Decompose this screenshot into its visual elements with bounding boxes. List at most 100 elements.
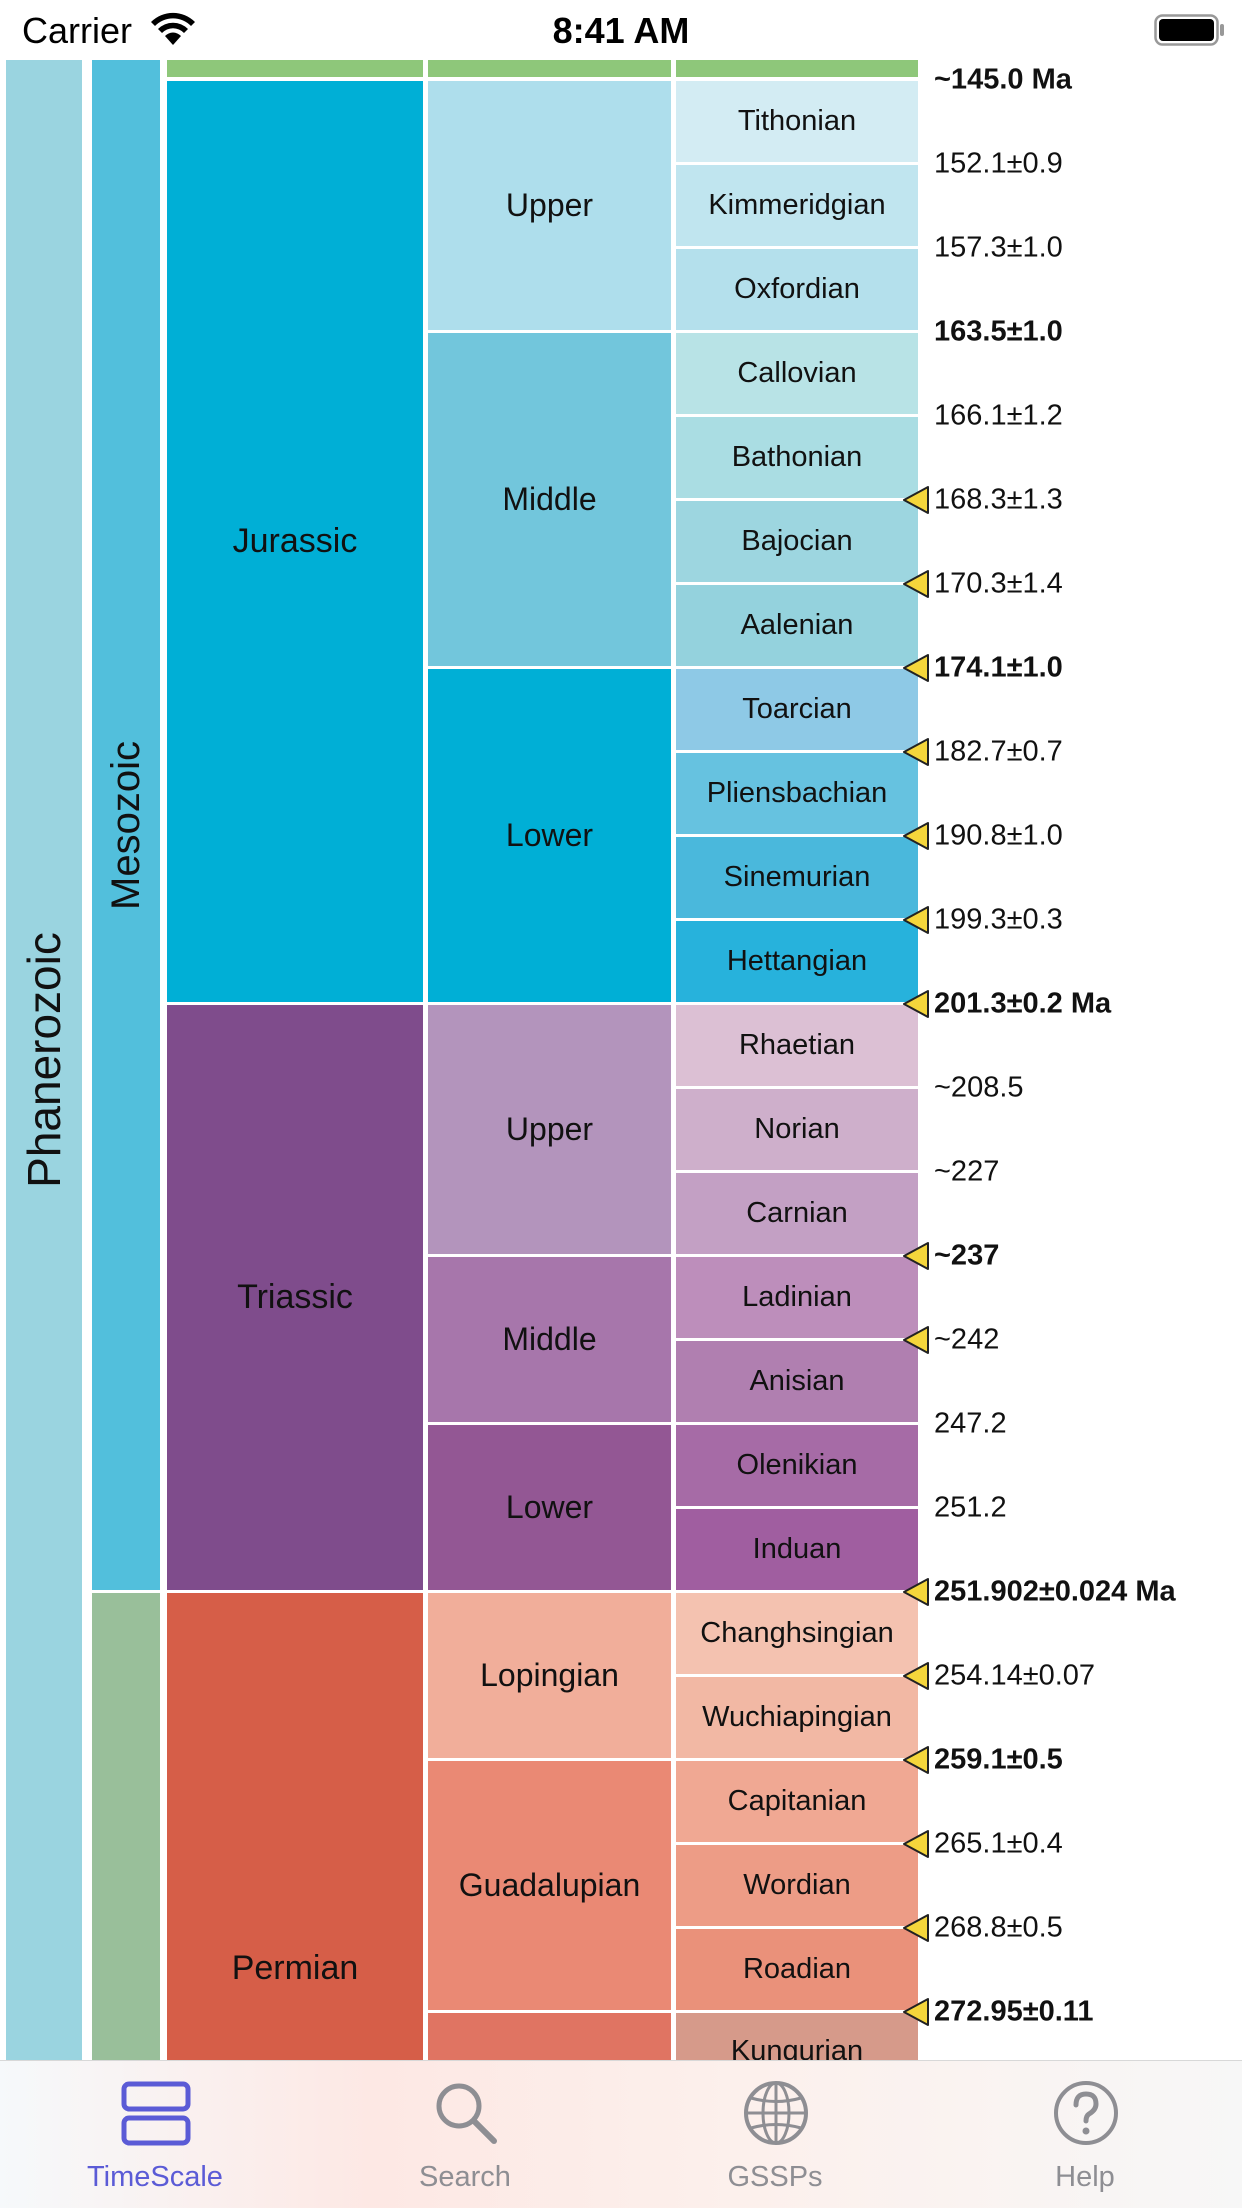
stage-toarcian-label: Toarcian (742, 693, 852, 725)
era-mesozoic[interactable]: Mesozoic (92, 60, 160, 1590)
gssp-marker-icon[interactable] (902, 821, 930, 851)
stage-hettangian[interactable]: Hettangian (676, 921, 918, 1002)
eon-phanerozoic-label: Phanerozoic (18, 932, 70, 1188)
battery-icon (1154, 14, 1224, 46)
age-boundary-label: ~145.0 Ma (934, 63, 1072, 96)
gssp-marker-icon[interactable] (902, 905, 930, 935)
gssp-marker-icon[interactable] (902, 989, 930, 1019)
timescale-chart[interactable]: Phanerozoic Mesozoic Jurassic Triassic Permi… (0, 60, 1242, 2060)
age-boundary-label: 247.2 (934, 1407, 1007, 1440)
stage-roadian[interactable]: Roadian (676, 1929, 918, 2010)
stage-roadian-label: Roadian (742, 1953, 852, 1985)
gssp-marker-icon[interactable] (902, 1661, 930, 1691)
stage-callovian-label: Callovian (737, 357, 857, 389)
epoch-upper-3-label: Upper (505, 1111, 594, 1147)
stage-wuchiapingian[interactable]: Wuchiapingian (676, 1677, 918, 1758)
tab-timescale[interactable]: TimeScale (0, 2061, 310, 2208)
stage-ladinian[interactable]: Ladinian (676, 1257, 918, 1338)
gssp-marker-icon[interactable] (902, 653, 930, 683)
period-triassic-label: Triassic (237, 1278, 353, 1316)
age-boundary-label: 251.902±0.024 Ma (934, 1575, 1176, 1608)
stage-bathonian[interactable]: Bathonian (676, 417, 918, 498)
eon-phanerozoic[interactable]: Phanerozoic (6, 60, 82, 2060)
stage-sinemurian-label: Sinemurian (723, 861, 871, 893)
epoch-lopingian-6-label: Lopingian (480, 1657, 619, 1693)
gssp-marker-icon[interactable] (902, 485, 930, 515)
epoch-lopingian-6[interactable]: Lopingian (428, 1593, 671, 1758)
gssp-marker-icon[interactable] (902, 1913, 930, 1943)
tab-search[interactable]: Search (310, 2061, 620, 2208)
stage-olenikian-label: Olenikian (736, 1449, 858, 1481)
stage-pliensbachian[interactable]: Pliensbachian (676, 753, 918, 834)
upper-period-edge-0[interactable] (167, 60, 423, 77)
stage-capitanian[interactable]: Capitanian (676, 1761, 918, 1842)
stage-kimmeridgian[interactable]: Kimmeridgian (676, 165, 918, 246)
wifi-icon (151, 12, 195, 45)
epoch-middle-1[interactable]: Middle (428, 333, 671, 666)
stage-rhaetian[interactable]: Rhaetian (676, 1005, 918, 1086)
epoch-lower-2[interactable]: Lower (428, 669, 671, 1002)
gssp-marker-icon[interactable] (902, 1745, 930, 1775)
age-boundary-label: 265.1±0.4 (934, 1827, 1063, 1860)
stage-induan[interactable]: Induan (676, 1509, 918, 1590)
age-boundary-label: 170.3±1.4 (934, 567, 1063, 600)
period-triassic[interactable]: Triassic (167, 1005, 423, 1590)
era-paleozoic[interactable] (92, 1593, 160, 2060)
epoch-middle-4-label: Middle (502, 1321, 597, 1357)
age-boundary-label: 152.1±0.9 (934, 147, 1063, 180)
stage-toarcian[interactable]: Toarcian (676, 669, 918, 750)
stage-oxfordian[interactable]: Oxfordian (676, 249, 918, 330)
stage-anisian-label: Anisian (749, 1365, 845, 1397)
gssp-marker-icon[interactable] (902, 1241, 930, 1271)
upper-period-edge-1[interactable] (428, 60, 671, 77)
stage-kungurian[interactable]: Kungurian (676, 2013, 918, 2060)
period-jurassic-label: Jurassic (232, 522, 358, 560)
stage-aalenian[interactable]: Aalenian (676, 585, 918, 666)
stage-carnian[interactable]: Carnian (676, 1173, 918, 1254)
stage-tithonian[interactable]: Tithonian (676, 81, 918, 162)
period-permian[interactable]: Permian (167, 1593, 423, 2060)
stage-carnian-label: Carnian (746, 1197, 848, 1229)
upper-period-edge-2[interactable] (676, 60, 918, 77)
stage-pliensbachian-label: Pliensbachian (706, 777, 888, 809)
epoch-upper-0[interactable]: Upper (428, 81, 671, 330)
stage-norian-label: Norian (754, 1113, 840, 1145)
age-boundary-label: ~237 (934, 1239, 1000, 1272)
gssp-marker-icon[interactable] (902, 737, 930, 767)
tab-timescale-label: TimeScale (87, 2161, 223, 2193)
tab-help[interactable]: Help (930, 2061, 1240, 2208)
stage-wordian[interactable]: Wordian (676, 1845, 918, 1926)
tab-gssps[interactable]: GSSPs (620, 2061, 930, 2208)
stage-sinemurian[interactable]: Sinemurian (676, 837, 918, 918)
epoch-middle-4[interactable]: Middle (428, 1257, 671, 1422)
age-boundary-label: 174.1±1.0 (934, 651, 1063, 684)
timescale-icon (121, 2081, 191, 2146)
stage-changhsingian[interactable]: Changhsingian (676, 1593, 918, 1674)
gssp-marker-icon[interactable] (902, 1829, 930, 1859)
help-icon (1054, 2081, 1118, 2145)
status-time: 8:41 AM (552, 10, 690, 51)
age-boundary-label: 163.5±1.0 (934, 315, 1063, 348)
status-bar: Carrier 8:41 AM (0, 0, 1242, 60)
age-boundary-label: 259.1±0.5 (934, 1743, 1063, 1776)
stage-callovian[interactable]: Callovian (676, 333, 918, 414)
gssp-marker-icon[interactable] (902, 1997, 930, 2027)
epoch-guadalupian-7[interactable]: Guadalupian (428, 1761, 671, 2010)
age-boundary-label: 254.14±0.07 (934, 1659, 1096, 1692)
stage-olenikian[interactable]: Olenikian (676, 1425, 918, 1506)
globe-icon (744, 2081, 808, 2145)
epoch-guadalupian-7-label: Guadalupian (458, 1867, 641, 1903)
stage-anisian[interactable]: Anisian (676, 1341, 918, 1422)
epoch-cisuralian-8[interactable] (428, 2013, 671, 2060)
period-jurassic[interactable]: Jurassic (167, 81, 423, 1002)
era-mesozoic-label: Mesozoic (103, 740, 148, 910)
age-boundary-label: 166.1±1.2 (934, 399, 1063, 432)
stage-bajocian[interactable]: Bajocian (676, 501, 918, 582)
epoch-upper-3[interactable]: Upper (428, 1005, 671, 1254)
gssp-marker-icon[interactable] (902, 1577, 930, 1607)
gssp-marker-icon[interactable] (902, 1325, 930, 1355)
stage-norian[interactable]: Norian (676, 1089, 918, 1170)
age-boundary-label: 201.3±0.2 Ma (934, 987, 1112, 1020)
gssp-marker-icon[interactable] (902, 569, 930, 599)
epoch-lower-5[interactable]: Lower (428, 1425, 671, 1590)
